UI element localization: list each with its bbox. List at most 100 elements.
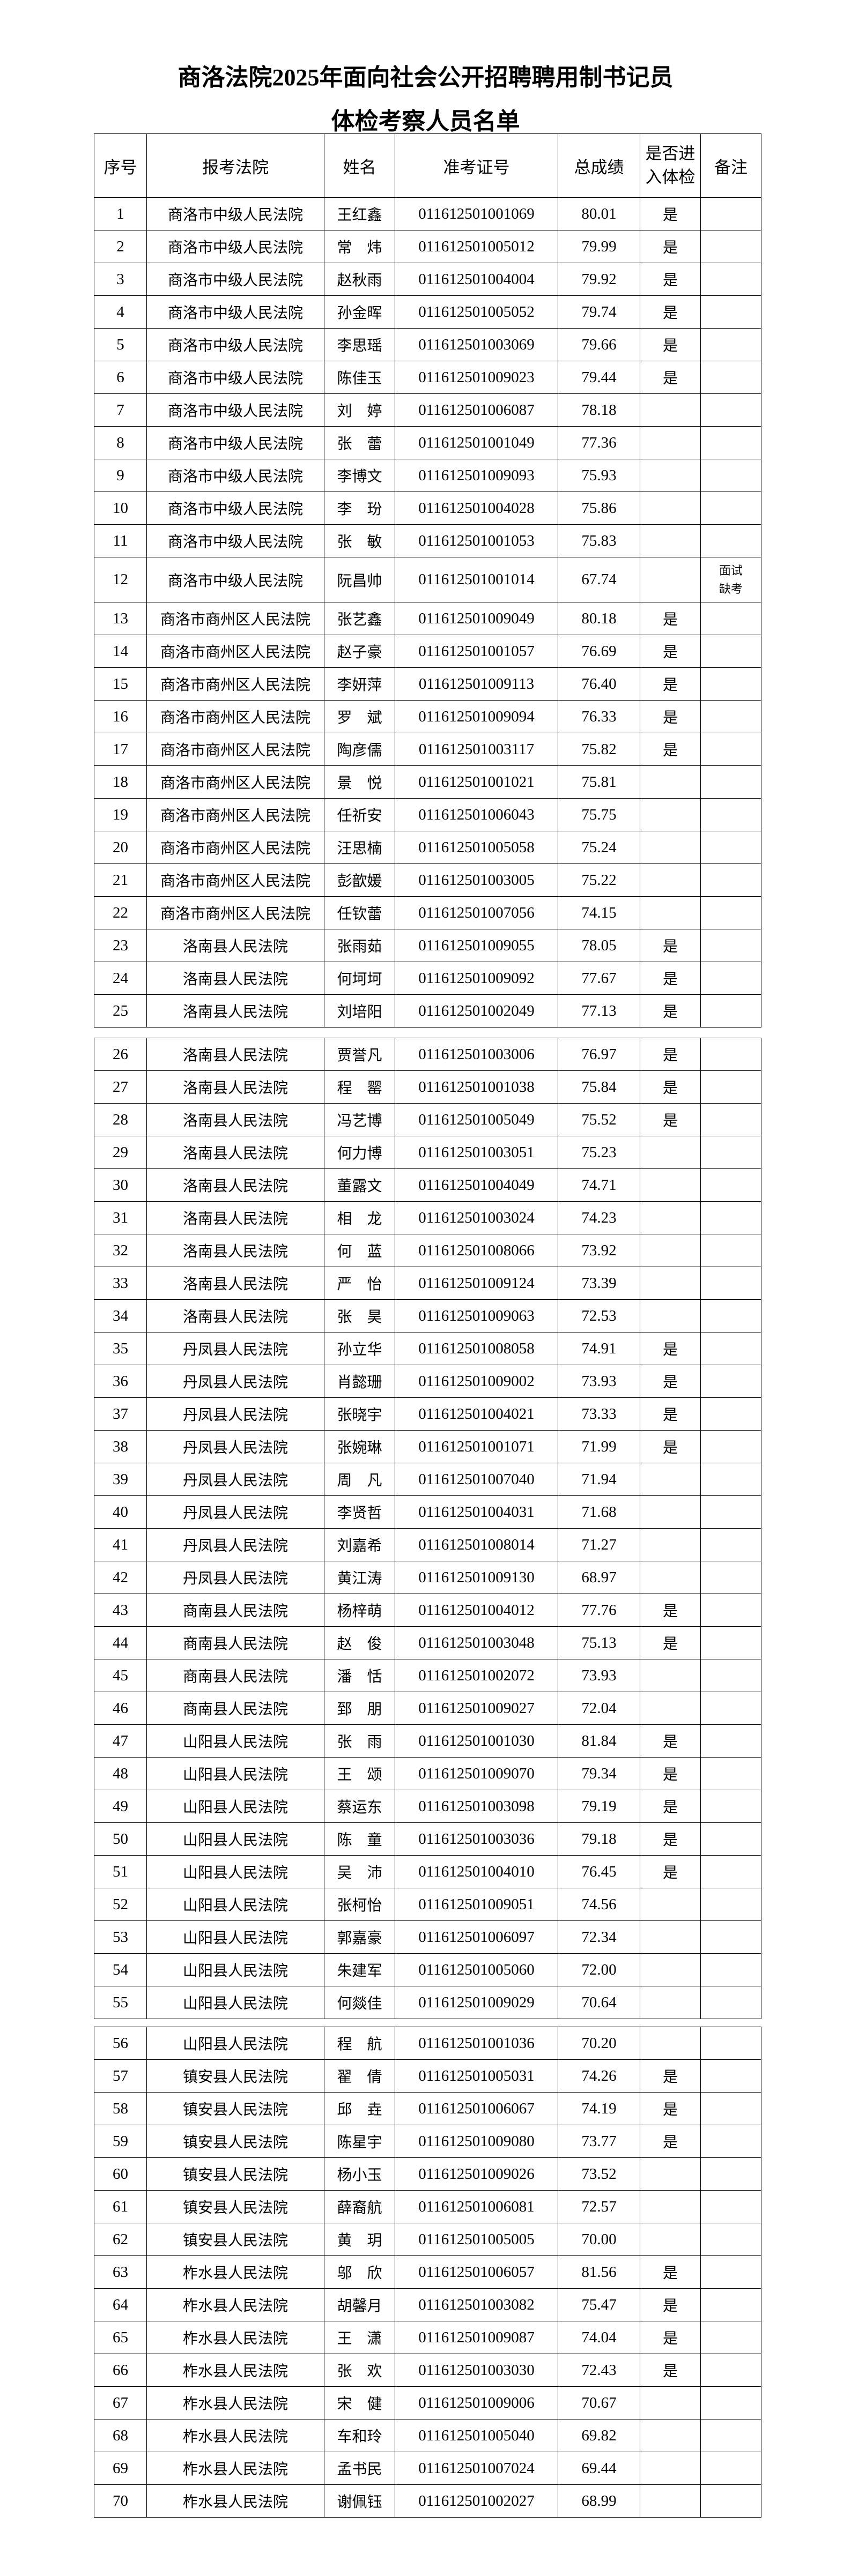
table-row: 24 洛南县人民法院 何坷坷 011612501009092 77.67 是 xyxy=(94,962,761,995)
table-row: 20 商洛市商州区人民法院 汪思楠 011612501005058 75.24 xyxy=(94,831,761,864)
table-row: 60 镇安县人民法院 杨小玉 011612501009026 73.52 xyxy=(94,2157,761,2191)
table-row: 46 商南县人民法院郅 朋 011612501009027 72.04 xyxy=(94,1692,761,1725)
score-cell: 72.34 xyxy=(558,1920,640,1954)
remark-cell xyxy=(700,994,761,1028)
score-cell: 71.99 xyxy=(558,1430,640,1463)
remark-cell xyxy=(700,1430,761,1463)
court-cell: 洛南县人民法院 xyxy=(146,929,324,962)
table-row: 56 山阳县人民法院程 航 011612501001036 70.20 xyxy=(94,2027,761,2060)
header-court: 报考法院 xyxy=(146,133,324,198)
seq-cell: 37 xyxy=(94,1397,147,1431)
remark-cell xyxy=(700,2386,761,2419)
header-name: 姓名 xyxy=(324,133,395,198)
exam-id-cell: 011612501004010 xyxy=(395,1855,558,1888)
remark-cell xyxy=(700,929,761,962)
name-cell: 程 航 xyxy=(324,2027,395,2060)
exam-id-cell: 011612501007056 xyxy=(395,896,558,929)
table-row: 57 镇安县人民法院翟 倩 011612501005031 74.26 是 xyxy=(94,2059,761,2093)
name-cell: 赵秋雨 xyxy=(324,263,395,296)
table-row: 62 镇安县人民法院黄 玥 011612501005005 70.00 xyxy=(94,2223,761,2256)
court-cell: 洛南县人民法院 xyxy=(146,1103,324,1136)
physical-exam-cell xyxy=(640,2223,701,2256)
seq-cell: 31 xyxy=(94,1201,147,1234)
score-cell: 69.82 xyxy=(558,2419,640,2452)
court-cell: 商洛市中级人民法院 xyxy=(146,426,324,459)
seq-cell: 65 xyxy=(94,2321,147,2354)
remark-cell xyxy=(700,700,761,733)
header-row: 序号 报考法院 姓名 准考证号 总成绩 是否进 入体检 备注 xyxy=(94,133,761,198)
physical-exam-cell: 是 xyxy=(640,1103,701,1136)
table-row: 70 柞水县人民法院 谢佩钰 011612501002027 68.99 xyxy=(94,2484,761,2518)
score-cell: 79.66 xyxy=(558,328,640,361)
court-cell: 山阳县人民法院 xyxy=(146,1953,324,1986)
physical-exam-cell: 是 xyxy=(640,1038,701,1071)
exam-id-cell: 011612501009093 xyxy=(395,459,558,492)
seq-cell: 44 xyxy=(94,1626,147,1659)
remark-cell xyxy=(700,2321,761,2354)
name-cell: 程 罂 xyxy=(324,1070,395,1104)
table-row: 23 洛南县人民法院 张雨茹 011612501009055 78.05 是 xyxy=(94,929,761,962)
header-physical-exam: 是否进 入体检 xyxy=(640,133,701,198)
court-cell: 商南县人民法院 xyxy=(146,1692,324,1725)
exam-id-cell: 011612501003069 xyxy=(395,328,558,361)
court-cell: 镇安县人民法院 xyxy=(146,2190,324,2223)
header-physical-exam-line: 是否进 xyxy=(645,144,695,163)
court-cell: 洛南县人民法院 xyxy=(146,1201,324,1234)
physical-exam-cell xyxy=(640,863,701,897)
exam-id-cell: 011612501008066 xyxy=(395,1234,558,1267)
remark-cell xyxy=(700,2027,761,2060)
remark-cell xyxy=(700,426,761,459)
score-cell: 72.04 xyxy=(558,1692,640,1725)
seq-cell: 70 xyxy=(94,2484,147,2518)
name-cell: 邬 欣 xyxy=(324,2255,395,2289)
remark-cell xyxy=(700,2354,761,2387)
table-row: 14 商洛市商州区人民法院 赵子豪 011612501001057 76.69 是 xyxy=(94,635,761,668)
score-cell: 75.81 xyxy=(558,765,640,799)
score-cell: 77.36 xyxy=(558,426,640,459)
exam-id-cell: 011612501009051 xyxy=(395,1888,558,1921)
table-row: 54 山阳县人民法院 朱建军 011612501005060 72.00 xyxy=(94,1953,761,1986)
table-row: 18 商洛市商州区人民法院景 悦 011612501001021 75.81 xyxy=(94,765,761,799)
physical-exam-cell: 是 xyxy=(640,2354,701,2387)
court-cell: 山阳县人民法院 xyxy=(146,1757,324,1790)
table-row: 2 商洛市中级人民法院常 炜 011612501005012 79.99 是 xyxy=(94,230,761,263)
seq-cell: 19 xyxy=(94,798,147,831)
exam-id-cell: 011612501004031 xyxy=(395,1495,558,1529)
physical-exam-cell xyxy=(640,1920,701,1954)
physical-exam-cell: 是 xyxy=(640,230,701,263)
table-row: 35 丹凤县人民法院 孙立华 011612501008058 74.91 是 xyxy=(94,1332,761,1365)
name-cell: 常 炜 xyxy=(324,230,395,263)
score-cell: 70.20 xyxy=(558,2027,640,2060)
exam-id-cell: 011612501007040 xyxy=(395,1463,558,1496)
exam-id-cell: 011612501009124 xyxy=(395,1267,558,1300)
header-exam-id: 准考证号 xyxy=(395,133,558,198)
seq-cell: 47 xyxy=(94,1724,147,1758)
table-row: 43 商南县人民法院 杨梓萌 011612501004012 77.76 是 xyxy=(94,1594,761,1627)
seq-cell: 69 xyxy=(94,2452,147,2485)
physical-exam-cell xyxy=(640,1463,701,1496)
court-cell: 镇安县人民法院 xyxy=(146,2059,324,2093)
seq-cell: 62 xyxy=(94,2223,147,2256)
score-cell: 77.76 xyxy=(558,1594,640,1627)
physical-exam-cell xyxy=(640,798,701,831)
name-cell: 邱 垚 xyxy=(324,2092,395,2125)
seq-cell: 2 xyxy=(94,230,147,263)
seq-cell: 12 xyxy=(94,557,147,602)
name-cell: 李思瑶 xyxy=(324,328,395,361)
seq-cell: 4 xyxy=(94,295,147,329)
court-cell: 洛南县人民法院 xyxy=(146,1136,324,1169)
exam-id-cell: 011612501001071 xyxy=(395,1430,558,1463)
name-cell: 彭歆媛 xyxy=(324,863,395,897)
seq-cell: 53 xyxy=(94,1920,147,1954)
seq-cell: 49 xyxy=(94,1790,147,1823)
physical-exam-cell: 是 xyxy=(640,1594,701,1627)
name-cell: 罗 斌 xyxy=(324,700,395,733)
table-row: 12 商洛市中级人民法院 阮昌帅 011612501001014 67.74 面试缺考 xyxy=(94,557,761,602)
physical-exam-cell: 是 xyxy=(640,2255,701,2289)
physical-exam-cell: 是 xyxy=(640,1822,701,1856)
score-cell: 73.52 xyxy=(558,2157,640,2191)
physical-exam-cell: 是 xyxy=(640,197,701,230)
remark-cell xyxy=(700,798,761,831)
score-cell: 74.71 xyxy=(558,1168,640,1202)
exam-id-cell: 011612501005040 xyxy=(395,2419,558,2452)
